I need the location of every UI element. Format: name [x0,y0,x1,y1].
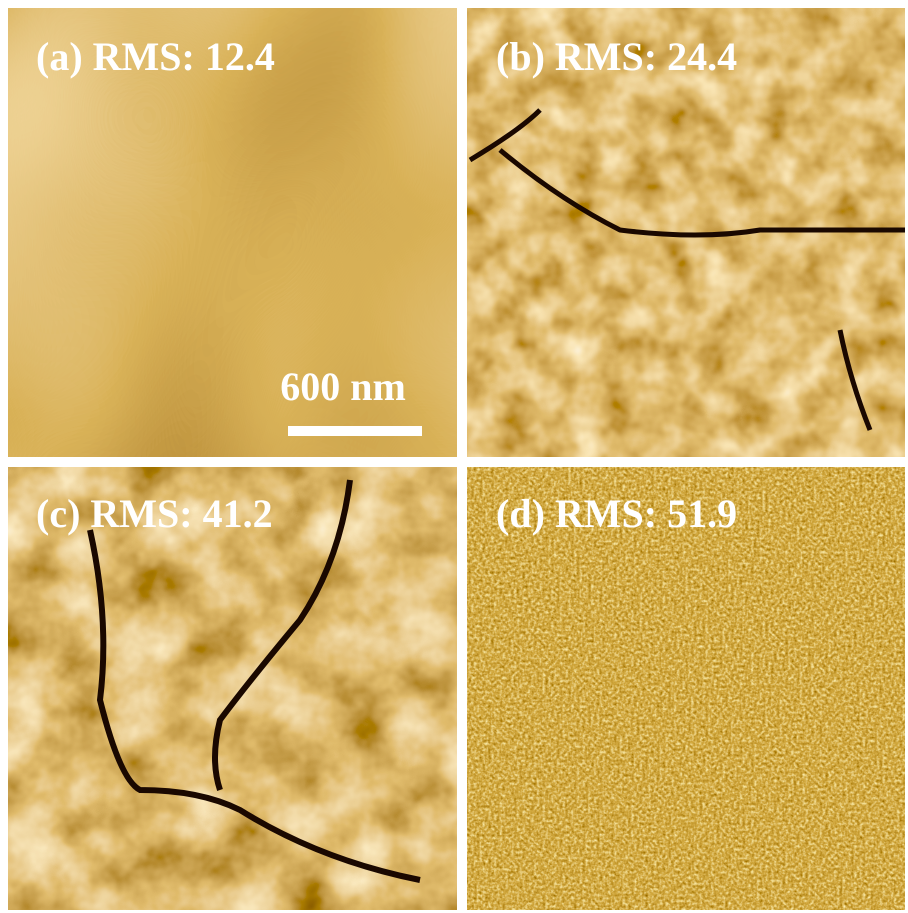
panel-c: (c) RMS: 41.2 [8,467,457,910]
scale-bar [288,426,422,436]
scale-label: 600 nm [280,364,406,409]
panel-b: (b) RMS: 24.4 [467,8,905,457]
panel-label: (b) RMS: 24.4 [496,34,737,79]
panel-label: (c) RMS: 41.2 [36,491,273,536]
figure: (a) RMS: 12.4 600 nm (b) RMS: 24.4 (c) R… [0,0,908,913]
panel-d: (d) RMS: 51.9 [467,467,905,910]
panel-a: (a) RMS: 12.4 600 nm [8,8,457,457]
panel-label: (d) RMS: 51.9 [496,491,737,536]
panel-label: (a) RMS: 12.4 [36,34,275,79]
